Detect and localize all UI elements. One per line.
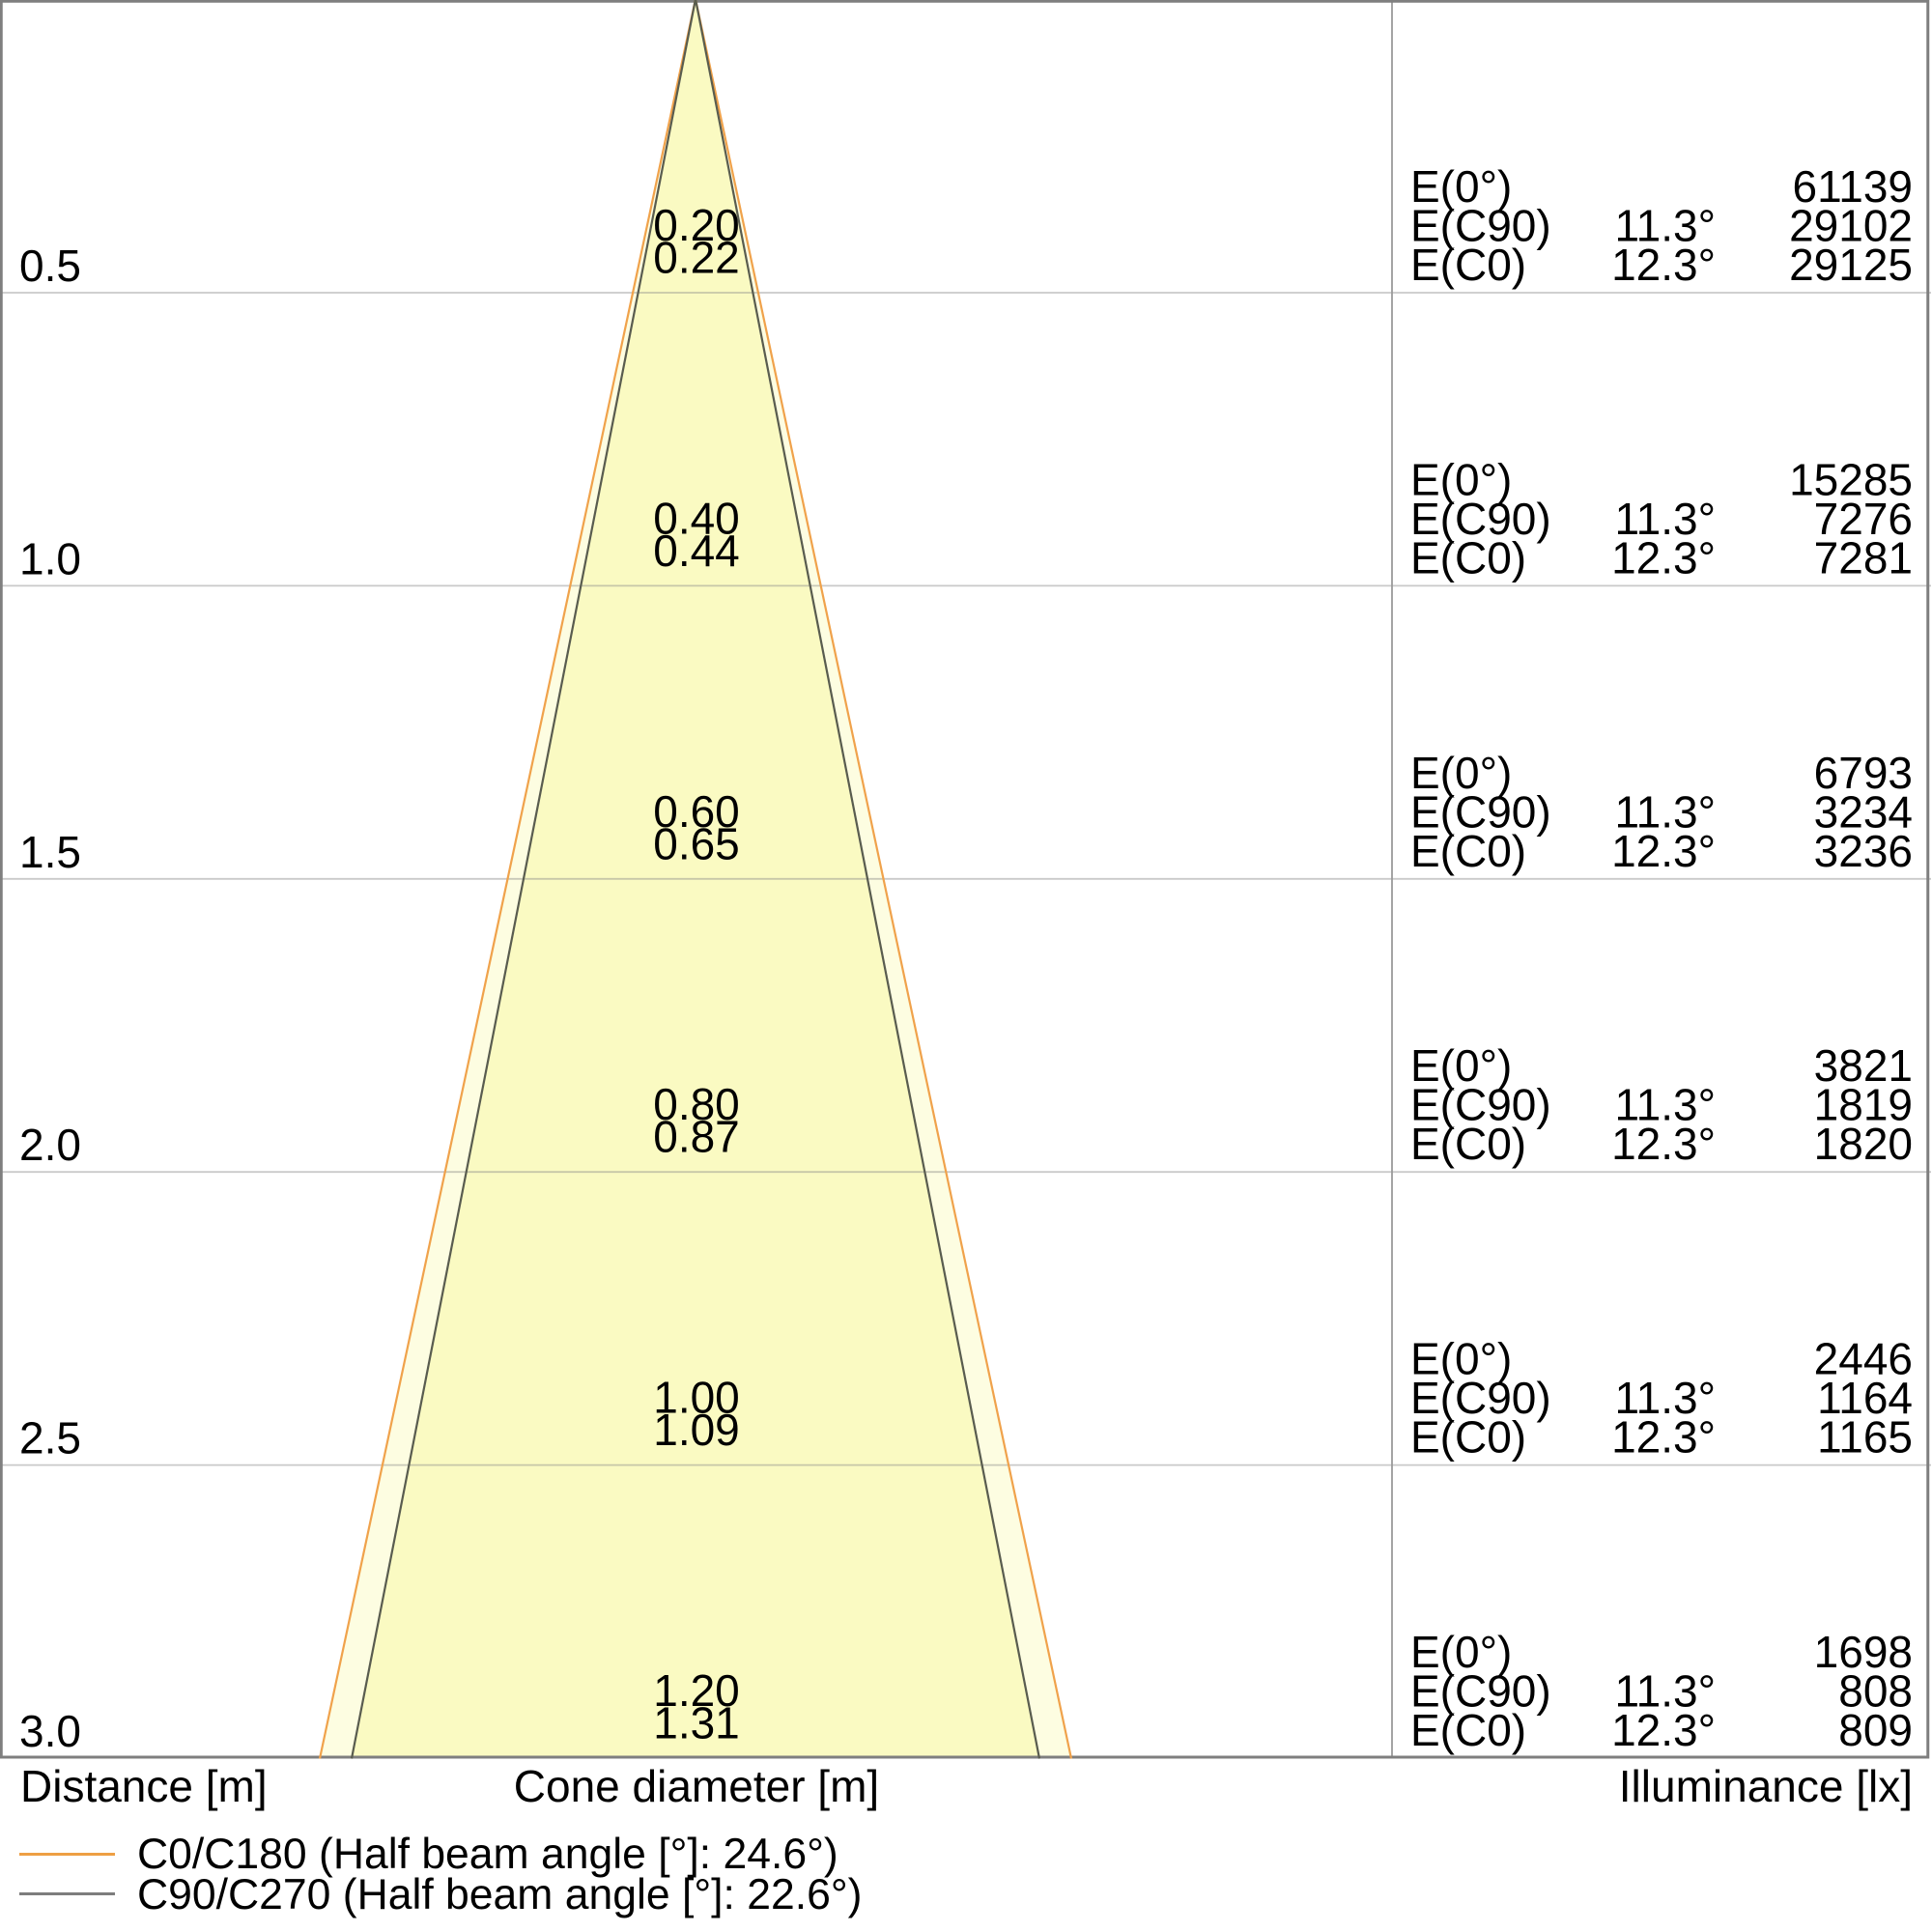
svg-text:2.5: 2.5 <box>19 1413 81 1463</box>
svg-text:1.5: 1.5 <box>19 827 81 877</box>
svg-text:1.0: 1.0 <box>19 533 81 583</box>
svg-text:12.3°: 12.3° <box>1611 1412 1716 1463</box>
svg-text:1.20: 1.20 <box>653 1665 740 1716</box>
svg-text:11.3°: 11.3° <box>1614 201 1716 251</box>
svg-text:0.44: 0.44 <box>653 526 740 576</box>
svg-text:2446: 2446 <box>1814 1334 1913 1384</box>
svg-text:E(C0): E(C0) <box>1410 532 1526 582</box>
svg-text:0.80: 0.80 <box>653 1079 740 1129</box>
svg-text:E(0°): E(0°) <box>1410 1627 1512 1677</box>
svg-text:C90/C270 (Half beam angle [°]:: C90/C270 (Half beam angle [°]: 22.6°) <box>137 1871 862 1918</box>
svg-text:E(C0): E(C0) <box>1410 826 1526 876</box>
svg-text:11.3°: 11.3° <box>1614 494 1716 544</box>
svg-text:C0/C180 (Half beam angle [°]:: C0/C180 (Half beam angle [°]: 24.6°) <box>137 1831 838 1878</box>
svg-text:E(0°): E(0°) <box>1410 161 1512 212</box>
svg-text:E(0°): E(0°) <box>1410 454 1512 504</box>
svg-text:E(C90): E(C90) <box>1410 1666 1551 1717</box>
svg-text:E(C0): E(C0) <box>1410 240 1526 290</box>
svg-text:6793: 6793 <box>1814 748 1913 798</box>
svg-text:809: 809 <box>1838 1705 1913 1755</box>
svg-text:0.87: 0.87 <box>653 1112 740 1162</box>
svg-text:E(C90): E(C90) <box>1410 494 1551 544</box>
svg-text:7281: 7281 <box>1814 532 1913 582</box>
svg-text:29125: 29125 <box>1789 240 1913 290</box>
svg-text:0.5: 0.5 <box>19 241 81 291</box>
svg-text:1165: 1165 <box>1817 1412 1913 1463</box>
svg-text:3236: 3236 <box>1814 826 1913 876</box>
svg-text:1.09: 1.09 <box>653 1405 740 1455</box>
svg-text:1.31: 1.31 <box>653 1698 740 1748</box>
svg-text:29102: 29102 <box>1789 201 1913 251</box>
svg-text:E(C90): E(C90) <box>1410 201 1551 251</box>
svg-text:1164: 1164 <box>1817 1373 1913 1423</box>
svg-text:0.40: 0.40 <box>653 493 740 543</box>
svg-text:3.0: 3.0 <box>19 1706 81 1756</box>
svg-text:E(0°): E(0°) <box>1410 748 1512 798</box>
svg-text:12.3°: 12.3° <box>1611 826 1716 876</box>
svg-text:0.22: 0.22 <box>653 233 740 283</box>
svg-text:12.3°: 12.3° <box>1611 240 1716 290</box>
svg-text:808: 808 <box>1838 1666 1913 1717</box>
svg-text:11.3°: 11.3° <box>1614 1373 1716 1423</box>
svg-text:E(C90): E(C90) <box>1410 786 1551 837</box>
svg-text:11.3°: 11.3° <box>1614 1080 1716 1130</box>
svg-text:11.3°: 11.3° <box>1614 786 1716 837</box>
svg-text:11.3°: 11.3° <box>1614 1666 1716 1717</box>
svg-text:0.20: 0.20 <box>653 200 740 250</box>
svg-text:0.65: 0.65 <box>653 818 740 868</box>
svg-text:1698: 1698 <box>1814 1627 1913 1677</box>
svg-text:Illuminance [lx]: Illuminance [lx] <box>1619 1761 1913 1811</box>
svg-text:2.0: 2.0 <box>19 1120 81 1170</box>
svg-text:E(C0): E(C0) <box>1410 1119 1526 1169</box>
svg-text:7276: 7276 <box>1814 494 1913 544</box>
svg-text:1820: 1820 <box>1814 1119 1913 1169</box>
svg-text:12.3°: 12.3° <box>1611 1705 1716 1755</box>
svg-text:E(C0): E(C0) <box>1410 1705 1526 1755</box>
svg-text:0.60: 0.60 <box>653 786 740 837</box>
svg-text:1.00: 1.00 <box>653 1373 740 1423</box>
svg-text:61139: 61139 <box>1792 161 1913 212</box>
svg-text:12.3°: 12.3° <box>1611 1119 1716 1169</box>
svg-text:E(C90): E(C90) <box>1410 1373 1551 1423</box>
svg-text:12.3°: 12.3° <box>1611 532 1716 582</box>
svg-text:E(0°): E(0°) <box>1410 1334 1512 1384</box>
svg-text:Distance [m]: Distance [m] <box>20 1761 268 1811</box>
svg-text:E(C90): E(C90) <box>1410 1080 1551 1130</box>
svg-text:15285: 15285 <box>1789 454 1913 504</box>
svg-text:E(C0): E(C0) <box>1410 1412 1526 1463</box>
svg-text:E(0°): E(0°) <box>1410 1040 1512 1091</box>
svg-text:1819: 1819 <box>1814 1080 1913 1130</box>
svg-text:Cone diameter [m]: Cone diameter [m] <box>514 1761 879 1811</box>
svg-text:3821: 3821 <box>1814 1040 1913 1091</box>
svg-text:3234: 3234 <box>1814 786 1913 837</box>
